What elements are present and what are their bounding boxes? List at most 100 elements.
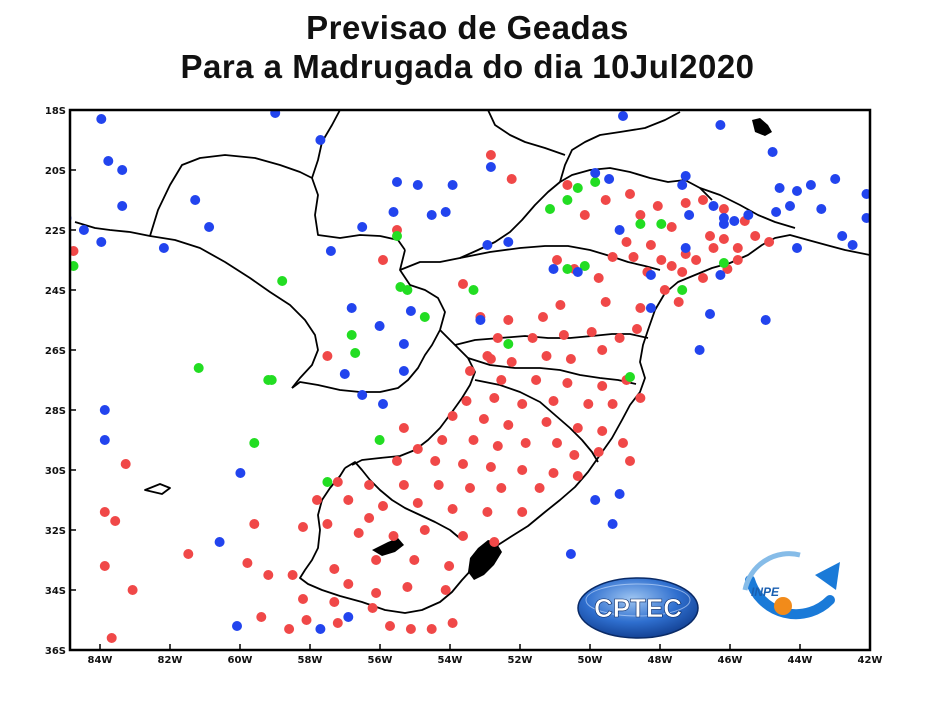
red-station-point — [520, 438, 531, 448]
red-station-point — [607, 399, 618, 409]
blue-station-point — [485, 162, 496, 172]
red-station-point — [562, 378, 573, 388]
border-brazil-paraguay — [291, 249, 446, 393]
lon-tick-label: 58W — [298, 655, 323, 666]
blue-station-point — [816, 204, 827, 214]
lat-tick-label: 18S — [45, 106, 66, 117]
blue-station-point — [412, 180, 423, 190]
red-station-point — [378, 255, 388, 265]
red-station-point — [691, 255, 702, 265]
red-station-point — [614, 333, 625, 343]
latitude-ticks: 18S 20S 22S 24S 26S 28S 30S 32S 34S 36S — [45, 106, 76, 657]
red-station-point — [440, 585, 451, 595]
red-station-point — [110, 516, 121, 526]
red-station-point — [705, 231, 715, 241]
red-station-point — [409, 555, 420, 565]
red-station-point — [458, 531, 468, 541]
red-station-point — [343, 579, 354, 589]
blue-station-point — [718, 213, 729, 223]
blue-station-point — [680, 243, 691, 253]
red-station-point — [426, 624, 437, 634]
blue-station-point — [357, 222, 368, 232]
red-station-point — [527, 333, 538, 343]
lat-tick-label: 30S — [45, 466, 66, 477]
blue-station-point — [315, 624, 326, 634]
red-station-point — [593, 447, 604, 457]
inpe-logo-text: INPE — [751, 585, 780, 599]
lon-tick-label: 84W — [88, 655, 113, 666]
red-station-point — [485, 150, 496, 160]
red-station-point — [569, 450, 580, 460]
red-station-point — [593, 273, 604, 283]
green-station-point — [277, 276, 288, 286]
blue-station-point — [270, 110, 281, 118]
red-station-point — [465, 483, 475, 493]
red-station-point — [364, 513, 375, 523]
blue-station-point — [398, 339, 409, 349]
lon-tick-label: 52W — [508, 655, 533, 666]
red-station-point — [750, 231, 761, 241]
red-station-point — [680, 198, 691, 208]
inpe-logo: INPE — [742, 551, 840, 620]
salt-flat — [144, 483, 171, 495]
blue-station-point — [590, 495, 601, 505]
lat-tick-label: 26S — [45, 346, 66, 357]
green-station-point — [402, 285, 413, 295]
red-station-point — [298, 594, 308, 604]
green-station-point — [350, 348, 361, 358]
blue-station-point — [96, 237, 107, 247]
red-station-point — [562, 180, 573, 190]
blue-station-point — [374, 321, 385, 331]
red-station-point — [70, 246, 79, 256]
blue-station-point — [792, 186, 802, 196]
lat-tick-label: 28S — [45, 406, 66, 417]
red-station-point — [732, 243, 743, 253]
green-station-point — [579, 261, 590, 271]
blue-station-point — [715, 120, 726, 130]
red-station-point — [322, 351, 333, 361]
blue-station-point — [614, 225, 625, 235]
blue-station-point — [792, 243, 802, 253]
red-station-point — [398, 480, 409, 490]
red-station-point — [732, 255, 743, 265]
blue-station-point — [680, 171, 691, 181]
longitude-ticks: 84W 82W 60W 58W 56W 54W 52W 50W 48W 46W 44W 42W — [88, 644, 883, 666]
green-station-point — [193, 363, 204, 373]
blue-station-point — [708, 201, 719, 211]
lon-tick-label: 42W — [858, 655, 883, 666]
red-station-point — [552, 255, 562, 265]
red-station-point — [322, 519, 333, 529]
red-station-point — [666, 222, 677, 232]
red-station-point — [106, 633, 117, 643]
blue-station-point — [875, 231, 885, 241]
green-station-point — [468, 285, 479, 295]
state-border-sp-pr — [459, 245, 661, 271]
red-station-point — [461, 396, 472, 406]
blue-station-point — [604, 174, 615, 184]
red-station-point — [256, 612, 267, 622]
blue-station-point — [565, 549, 576, 559]
red-station-point — [388, 531, 399, 541]
red-station-point — [437, 435, 448, 445]
blue-station-point — [78, 225, 89, 235]
red-station-point — [353, 528, 364, 538]
red-station-point — [99, 507, 110, 517]
lat-tick-label: 20S — [45, 166, 66, 177]
blue-station-point — [503, 237, 514, 247]
blue-station-point — [214, 537, 225, 547]
red-station-point — [301, 615, 312, 625]
green-station-point — [562, 264, 573, 274]
red-station-point — [385, 621, 395, 631]
blue-station-point — [103, 156, 114, 166]
blue-station-point — [767, 147, 778, 157]
blue-station-point — [190, 195, 201, 205]
red-station-point — [312, 495, 322, 505]
red-station-point — [332, 477, 343, 487]
blue-station-point — [325, 246, 336, 256]
blue-station-point — [645, 303, 656, 313]
lon-tick-label: 46W — [718, 655, 743, 666]
map-frame — [68, 108, 872, 652]
red-station-point — [517, 465, 528, 475]
red-station-point — [541, 351, 552, 361]
